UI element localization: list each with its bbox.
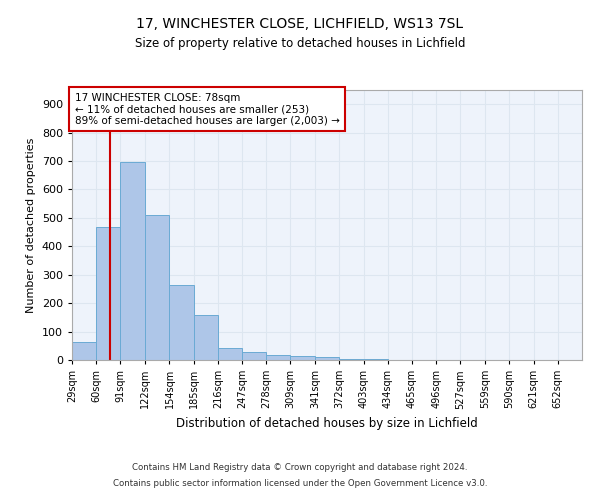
Bar	[290, 356, 314, 360]
Bar	[242, 352, 266, 360]
Bar	[340, 358, 364, 360]
Bar	[72, 342, 96, 360]
Bar	[194, 315, 218, 360]
Bar	[266, 356, 290, 360]
Bar	[145, 215, 169, 360]
Text: Contains HM Land Registry data © Crown copyright and database right 2024.: Contains HM Land Registry data © Crown c…	[132, 464, 468, 472]
Bar	[121, 162, 145, 360]
Text: Size of property relative to detached houses in Lichfield: Size of property relative to detached ho…	[135, 38, 465, 51]
Text: 17 WINCHESTER CLOSE: 78sqm
← 11% of detached houses are smaller (253)
89% of sem: 17 WINCHESTER CLOSE: 78sqm ← 11% of deta…	[74, 92, 340, 126]
Bar	[169, 284, 194, 360]
Bar	[96, 228, 121, 360]
Y-axis label: Number of detached properties: Number of detached properties	[26, 138, 36, 312]
Text: Contains public sector information licensed under the Open Government Licence v3: Contains public sector information licen…	[113, 478, 487, 488]
Text: 17, WINCHESTER CLOSE, LICHFIELD, WS13 7SL: 17, WINCHESTER CLOSE, LICHFIELD, WS13 7S…	[136, 18, 464, 32]
X-axis label: Distribution of detached houses by size in Lichfield: Distribution of detached houses by size …	[176, 417, 478, 430]
Bar	[316, 357, 340, 360]
Bar	[364, 358, 388, 360]
Bar	[218, 348, 242, 360]
